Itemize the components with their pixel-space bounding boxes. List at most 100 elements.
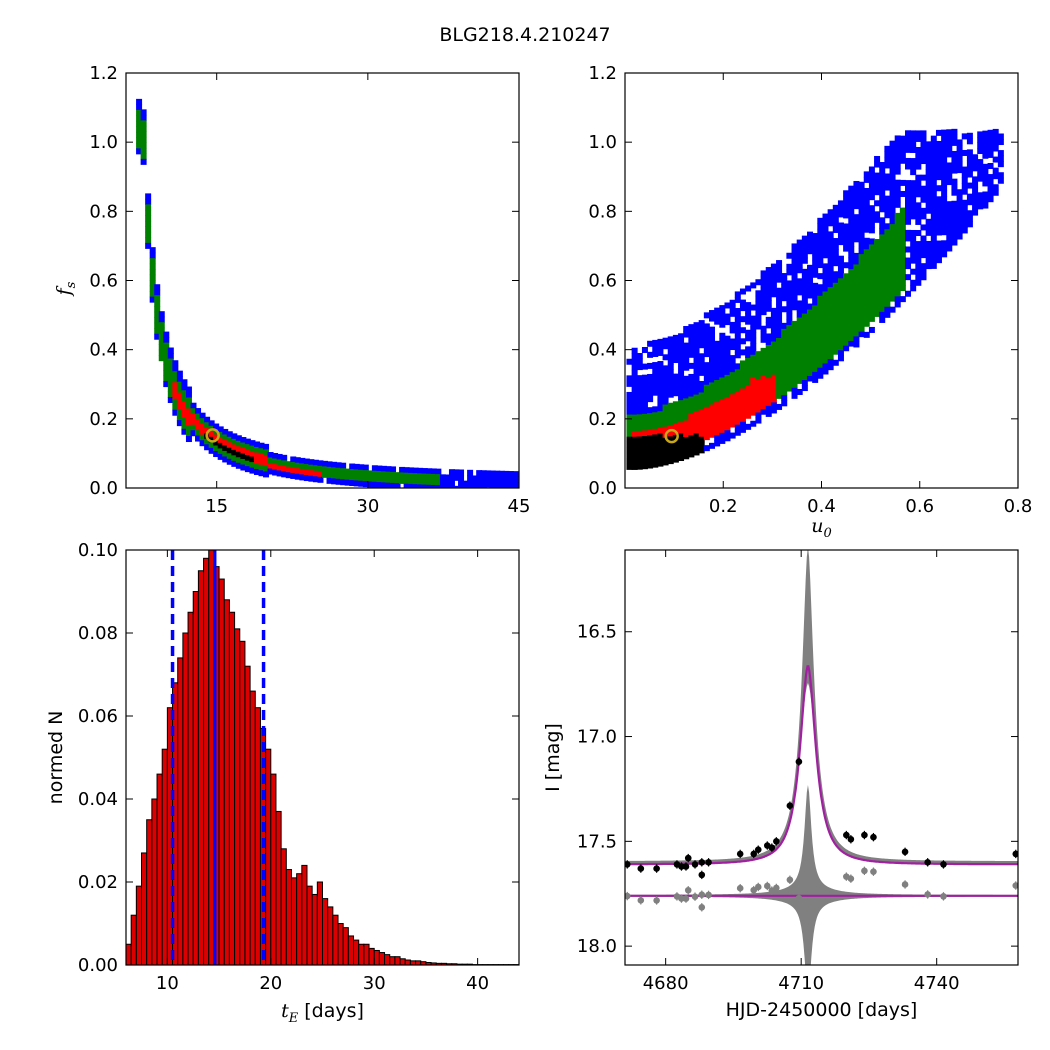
sigma3-cell xyxy=(966,210,973,217)
sigma3-cell xyxy=(667,380,674,387)
sigma3-cell xyxy=(760,275,767,282)
sigma2-cell xyxy=(822,307,829,314)
sigma3-cell xyxy=(961,216,968,223)
sigma3-cell xyxy=(832,271,839,278)
sigma2-cell xyxy=(853,269,860,276)
sigma3-cell xyxy=(776,403,783,410)
sigma3-cell xyxy=(812,376,819,383)
sigma2-cell xyxy=(340,473,347,480)
sigma1-cell xyxy=(185,419,192,426)
sigma3-cell xyxy=(930,257,937,264)
histogram-bar xyxy=(342,927,349,965)
sigma3-cell xyxy=(910,180,917,187)
sigma2-cell xyxy=(408,472,415,479)
sigma2-cell xyxy=(894,279,901,286)
sigma3-cell xyxy=(966,193,973,200)
sigma3-cell xyxy=(858,220,865,227)
sigma2-cell xyxy=(837,316,844,323)
sigma3-cell xyxy=(776,298,783,305)
sigma2-cell xyxy=(371,476,378,483)
data-point xyxy=(940,861,947,868)
sigma3-cell xyxy=(693,327,700,334)
sigma3-cell xyxy=(765,267,772,274)
x-tick-label: 40 xyxy=(466,973,489,994)
sigma2-cell xyxy=(652,422,659,429)
sigma3-cell xyxy=(781,400,788,407)
sigma1-cell xyxy=(703,428,710,435)
sigma3-cell xyxy=(657,344,664,351)
best-region-cell xyxy=(688,434,695,441)
x-tick-label: 4740 xyxy=(914,973,960,994)
sigma2-cell xyxy=(167,358,174,365)
sigma3-cell xyxy=(145,242,152,249)
sigma2-cell xyxy=(244,460,251,467)
sigma3-cell xyxy=(755,290,762,297)
sigma1-cell xyxy=(770,390,777,397)
sigma3-cell xyxy=(807,286,814,293)
sigma2-cell xyxy=(822,351,829,358)
sigma3-cell xyxy=(920,246,927,253)
sigma3-cell xyxy=(688,362,695,369)
sigma2-cell xyxy=(185,397,192,404)
sigma2-cell xyxy=(796,322,803,329)
sigma3-cell xyxy=(672,345,679,352)
sigma3-cell xyxy=(626,403,633,410)
sigma3-cell xyxy=(822,263,829,270)
sigma1-cell xyxy=(714,429,721,436)
sigma3-cell xyxy=(719,437,726,444)
sigma3-cell xyxy=(745,335,752,342)
histogram-bar xyxy=(182,632,189,965)
sigma3-cell xyxy=(462,486,469,488)
sigma3-cell xyxy=(899,141,906,148)
sigma2-cell xyxy=(145,237,152,244)
sigma3-cell xyxy=(935,168,942,175)
sigma3-cell xyxy=(946,245,953,252)
best-region-cell xyxy=(678,438,685,445)
sigma3-cell xyxy=(817,251,824,258)
sigma2-cell xyxy=(167,369,174,376)
sigma3-cell xyxy=(905,274,912,281)
sigma3-cell xyxy=(796,289,803,296)
sigma3-cell xyxy=(905,196,912,203)
sigma2-cell xyxy=(812,310,819,317)
sigma3-cell xyxy=(485,470,492,477)
sigma3-cell xyxy=(992,167,999,174)
sigma3-cell xyxy=(915,191,922,198)
sigma3-cell xyxy=(920,174,927,181)
sigma2-cell xyxy=(858,292,865,299)
sigma3-cell xyxy=(739,288,746,295)
best-region-cell xyxy=(631,463,638,470)
sigma3-cell xyxy=(905,202,912,209)
sigma2-cell xyxy=(734,368,741,375)
sigma2-cell xyxy=(822,318,829,325)
sigma3-cell xyxy=(966,160,973,167)
sigma2-cell xyxy=(868,293,875,300)
sigma3-cell xyxy=(503,481,510,488)
data-point xyxy=(795,758,803,765)
sigma3-cell xyxy=(987,185,994,192)
sigma2-cell xyxy=(879,283,886,290)
sigma2-cell xyxy=(399,472,406,479)
sigma3-cell xyxy=(796,305,803,312)
sigma2-cell xyxy=(394,472,401,479)
sigma3-cell xyxy=(791,276,798,283)
histogram-bar xyxy=(135,885,143,965)
sigma3-cell xyxy=(750,315,757,322)
sigma3-cell xyxy=(961,227,968,234)
best-region-cell xyxy=(647,456,654,463)
sigma3-cell xyxy=(776,326,783,333)
sigma3-cell xyxy=(667,369,674,376)
sigma2-cell xyxy=(837,305,844,312)
sigma3-cell xyxy=(853,219,860,226)
sigma2-cell xyxy=(149,285,156,292)
sigma3-cell xyxy=(729,355,736,362)
sigma3-cell xyxy=(462,480,469,487)
best-region-cell xyxy=(672,440,679,447)
sigma3-cell xyxy=(822,268,829,275)
sigma2-cell xyxy=(786,357,793,364)
x-tick-label: 20 xyxy=(259,973,282,994)
sigma3-cell xyxy=(827,247,834,254)
sigma3-cell xyxy=(837,239,844,246)
y-axis-label-sub: s xyxy=(64,281,79,288)
sigma2-cell xyxy=(837,344,844,351)
